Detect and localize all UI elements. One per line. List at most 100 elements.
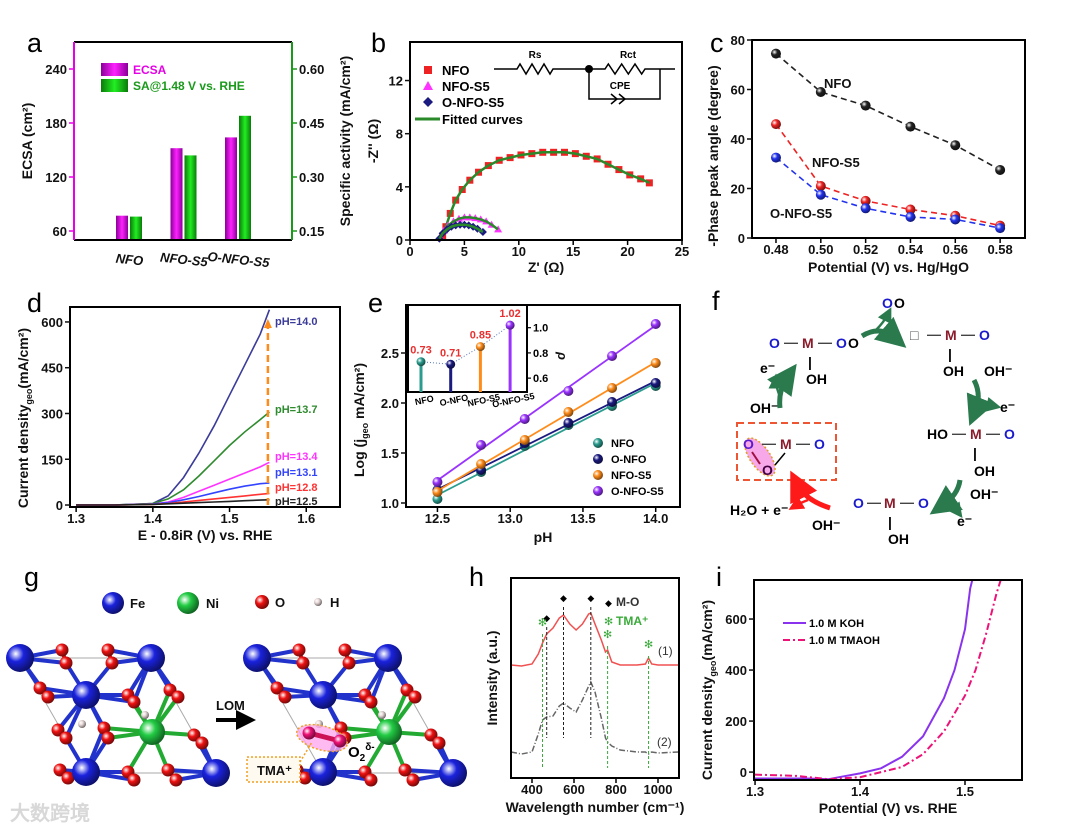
x-tick-label: 0.58 [987, 242, 1012, 257]
category-label: NFO [115, 251, 144, 269]
x-tick-label: 0.54 [898, 242, 924, 257]
o-atom [342, 656, 356, 670]
x-tick-label: 5 [461, 244, 468, 259]
x-axis-label: Z' (Ω) [528, 259, 564, 275]
x-tick-label: 1.4 [144, 511, 163, 526]
fe-atom [243, 644, 271, 672]
fe-atom [374, 644, 402, 672]
y-tick-label: 180 [45, 116, 67, 131]
water-plus-electron: H₂O + e⁻ [730, 502, 788, 518]
o-atom [41, 690, 55, 704]
data-point [432, 477, 443, 487]
y-tick-label: 1.0 [381, 496, 399, 511]
x-axis-label: Wavelength number (cm⁻¹) [506, 799, 685, 815]
o-atom [53, 763, 67, 777]
circuit-label-rs: Rs [529, 50, 542, 61]
fe-atom-icon [102, 592, 124, 614]
green-arrow [929, 479, 963, 515]
atom-m: M [970, 426, 982, 442]
o-atom [408, 690, 422, 704]
fitted-curve [441, 151, 650, 237]
tma-marker-icon: ✻ [644, 639, 653, 651]
x-axis-label: Potential (V) vs. RHE [819, 800, 957, 816]
x-tick-label: 1000 [644, 782, 673, 797]
bar-specific-activity [239, 115, 251, 240]
arrow-icon [263, 318, 272, 329]
legend-label: O-NFO-S5 [611, 486, 664, 498]
inset-frame [407, 304, 528, 393]
legend-marker [593, 470, 603, 480]
bond [774, 452, 786, 466]
y-tick-label: 0.45 [299, 116, 324, 131]
panel-label-g: g [24, 562, 39, 592]
h-atom-icon [314, 598, 322, 606]
bond: | [808, 354, 812, 370]
o-atom [161, 763, 175, 777]
data-point [476, 440, 487, 450]
data-point [432, 494, 443, 504]
data-point [950, 214, 961, 225]
legend-h: H [330, 595, 339, 610]
ni-atom [139, 719, 165, 745]
o-atom [270, 681, 284, 695]
data-point [607, 397, 618, 407]
legend-label: ECSA [133, 63, 167, 77]
y-label-sub: geo [24, 388, 34, 405]
data-point [815, 189, 826, 200]
y-tick-label: 60 [731, 83, 745, 98]
legend-label: 1.0 M KOH [809, 618, 864, 630]
cpe-symbol [610, 93, 627, 105]
lom-label: LOM [216, 698, 245, 713]
o-atom [292, 643, 306, 657]
panel-label-a: a [27, 28, 43, 58]
bond: — [986, 425, 1000, 441]
bond: — [796, 435, 810, 451]
fe-atom [202, 759, 230, 787]
legend-label: NFO-S5 [442, 79, 490, 94]
inset-category-label: NFO [414, 393, 435, 407]
inset-value-label: 0.71 [440, 347, 461, 359]
green-arrow [860, 316, 907, 348]
data-point [650, 378, 661, 388]
y-tick-label: 60 [53, 224, 67, 239]
y-axis-label: Intensity (a.u.) [484, 631, 500, 726]
legend-swatch-sa [101, 79, 128, 92]
data-point [650, 358, 661, 368]
data-point [770, 119, 781, 130]
green-arrow [768, 373, 784, 395]
unit-cell [19, 657, 217, 774]
atom-o: O [848, 335, 859, 351]
legend-marker [424, 66, 432, 74]
x-tick-label: 0.52 [853, 242, 878, 257]
plot-frame [69, 306, 341, 508]
hydroxide: OH⁻ [970, 486, 998, 502]
o-atom [364, 773, 378, 787]
lsv-curve [76, 309, 271, 506]
y-tick-label: 450 [41, 361, 63, 376]
circuit-wire [494, 62, 675, 76]
series-label: pH=13.4 [275, 451, 318, 463]
x-tick-label: 13.0 [498, 511, 523, 526]
y-tick-label: 600 [41, 315, 63, 330]
inset-axis-label: ρ [555, 351, 570, 360]
legend-label: NFO [442, 63, 469, 78]
inset-tick-label: 0.6 [533, 373, 548, 385]
tma-box [246, 756, 301, 783]
data-point [607, 383, 618, 393]
red-arrow [790, 470, 831, 511]
x-tick-label: 12.5 [425, 511, 450, 526]
atom-o: O [814, 436, 825, 452]
y-label-main: Current density [15, 404, 31, 508]
y-tick-label: 40 [731, 132, 745, 147]
series-line [775, 156, 1001, 229]
watermark: 大数跨境 [10, 801, 90, 825]
bond: — [784, 334, 798, 350]
green-arrow [875, 307, 892, 331]
bond: — [762, 435, 776, 451]
y-label-unit: (mA/cm²) [15, 328, 31, 389]
fe-atom [72, 681, 100, 709]
data-point [905, 121, 916, 132]
mo-marker-icon: ◆ [543, 613, 550, 623]
o2-sub: 2 [360, 753, 366, 764]
